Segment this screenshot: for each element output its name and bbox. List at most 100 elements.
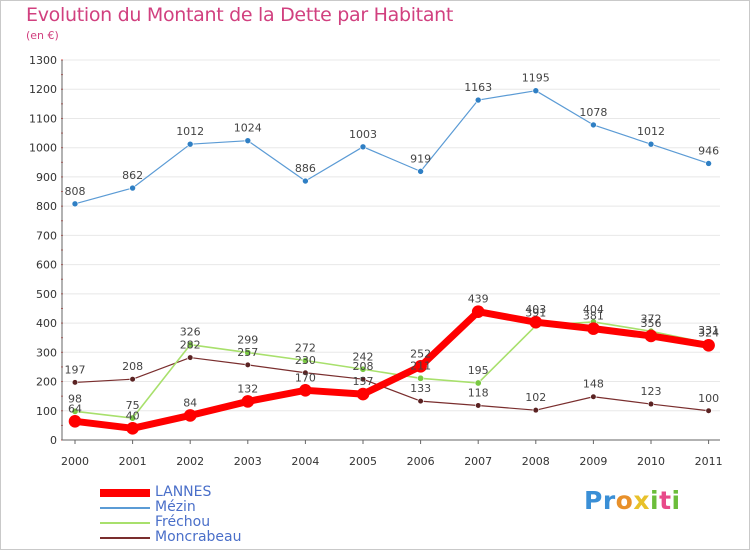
brand-letter: x (633, 486, 650, 515)
data-label-lannes: 40 (126, 409, 140, 422)
legend-label: Fréchou (155, 514, 211, 530)
brand-letter: t (659, 486, 672, 515)
data-point-lannes (183, 409, 197, 422)
data-point-lannes (702, 338, 715, 352)
data-label-fr-chou: 404 (583, 303, 604, 316)
data-label-fr-chou: 98 (68, 392, 82, 405)
data-point-m-zin (705, 160, 712, 167)
x-tick-label: 2000 (61, 455, 89, 468)
data-point-fr-chou (244, 349, 252, 357)
data-label-lannes: 84 (183, 396, 197, 409)
data-label-moncrabeau: 118 (468, 387, 489, 400)
data-point-lannes (68, 414, 82, 428)
data-label-moncrabeau: 208 (122, 360, 143, 373)
x-tick-label: 2005 (349, 455, 377, 468)
data-label-lannes: 403 (525, 303, 546, 316)
data-point-lannes (529, 315, 543, 329)
data-point-fr-chou (417, 374, 425, 382)
data-point-lannes (587, 322, 600, 335)
x-tick-label: 2003 (234, 455, 262, 468)
y-tick-label: 100 (36, 405, 57, 418)
data-label-moncrabeau: 148 (583, 378, 604, 391)
data-label-m-zin: 919 (410, 152, 431, 165)
data-point-m-zin (302, 177, 309, 185)
x-tick-label: 2009 (579, 455, 607, 468)
legend-label: Moncrabeau (155, 529, 242, 545)
y-tick-label: 300 (36, 346, 57, 359)
y-tick-label: 1100 (29, 112, 57, 125)
x-tick-label: 2010 (637, 455, 665, 468)
y-tick-label: 1000 (29, 142, 57, 155)
brand-logo: Proxiti (584, 486, 681, 515)
legend-swatch (100, 489, 150, 497)
data-label-m-zin: 1012 (176, 125, 204, 138)
data-label-moncrabeau: 257 (237, 346, 258, 359)
data-label-m-zin: 1195 (522, 72, 550, 85)
legend-label: LANNES (155, 484, 212, 500)
data-label-lannes: 381 (583, 310, 604, 323)
y-tick-label: 700 (36, 229, 57, 242)
legend-swatch (100, 537, 150, 539)
data-point-lannes (241, 395, 255, 408)
data-label-lannes: 132 (237, 382, 258, 395)
legend-swatch (100, 522, 150, 524)
axes: 0 100 200 300 400 500 600 700 800 900 1000 1100 1200… (29, 54, 723, 468)
data-point-m-zin (417, 168, 424, 175)
data-point-moncrabeau (417, 398, 424, 405)
data-label-moncrabeau: 230 (295, 354, 316, 367)
data-point-lannes (299, 384, 312, 397)
data-point-moncrabeau (244, 361, 251, 368)
data-label-lannes: 439 (468, 293, 489, 306)
data-point-m-zin (186, 140, 194, 148)
data-point-fr-chou (359, 365, 367, 373)
brand-letter: P (584, 486, 603, 515)
x-tick-label: 2004 (291, 455, 319, 468)
x-tick-label: 2002 (176, 455, 204, 468)
data-label-lannes: 64 (68, 402, 82, 415)
legend-label: Mézin (155, 499, 196, 515)
data-point-m-zin (129, 184, 136, 192)
data-label-fr-chou: 331 (698, 324, 719, 337)
data-point-fr-chou (129, 414, 137, 422)
data-point-lannes (126, 422, 139, 435)
data-label-m-zin: 1012 (637, 125, 665, 138)
series-line-lannes (71, 308, 713, 432)
data-label-moncrabeau: 100 (698, 392, 719, 405)
data-label-m-zin: 1024 (234, 122, 262, 135)
data-label-fr-chou: 272 (295, 341, 316, 354)
data-point-moncrabeau (129, 376, 136, 383)
data-label-m-zin: 1078 (579, 106, 607, 119)
y-tick-label: 500 (36, 288, 57, 301)
chart-subtitle: (en €) (26, 29, 59, 42)
data-point-lannes (356, 387, 370, 401)
data-point-moncrabeau (475, 402, 482, 409)
series-line-fr-chou (74, 321, 710, 419)
data-label-moncrabeau: 123 (641, 385, 662, 398)
data-point-fr-chou (71, 407, 79, 415)
data-point-m-zin (590, 121, 597, 129)
y-tick-label: 400 (36, 317, 57, 330)
data-label-m-zin: 886 (295, 162, 316, 175)
data-label-moncrabeau: 282 (180, 339, 201, 352)
data-label-fr-chou: 372 (641, 312, 662, 325)
data-label-lannes: 157 (353, 375, 374, 388)
series-line-moncrabeau (74, 356, 710, 412)
data-label-lannes: 252 (410, 347, 431, 360)
chart-title: Evolution du Montant de la Dette par Hab… (26, 4, 454, 26)
data-label-m-zin: 862 (122, 169, 143, 182)
data-label-lannes: 356 (641, 317, 662, 330)
data-label-m-zin: 1003 (349, 128, 377, 141)
data-label-lannes: 324 (698, 326, 719, 339)
data-label-fr-chou: 391 (525, 307, 546, 320)
data-point-fr-chou (474, 379, 482, 387)
y-tick-label: 600 (36, 259, 57, 272)
data-point-moncrabeau (359, 376, 367, 383)
data-point-m-zin (71, 200, 79, 208)
x-tick-label: 2007 (464, 455, 492, 468)
data-label-moncrabeau: 102 (525, 391, 546, 404)
y-tick-label: 200 (36, 376, 57, 389)
data-label-lannes: 170 (295, 371, 316, 384)
data-point-moncrabeau (705, 407, 712, 414)
data-point-m-zin (359, 143, 367, 151)
